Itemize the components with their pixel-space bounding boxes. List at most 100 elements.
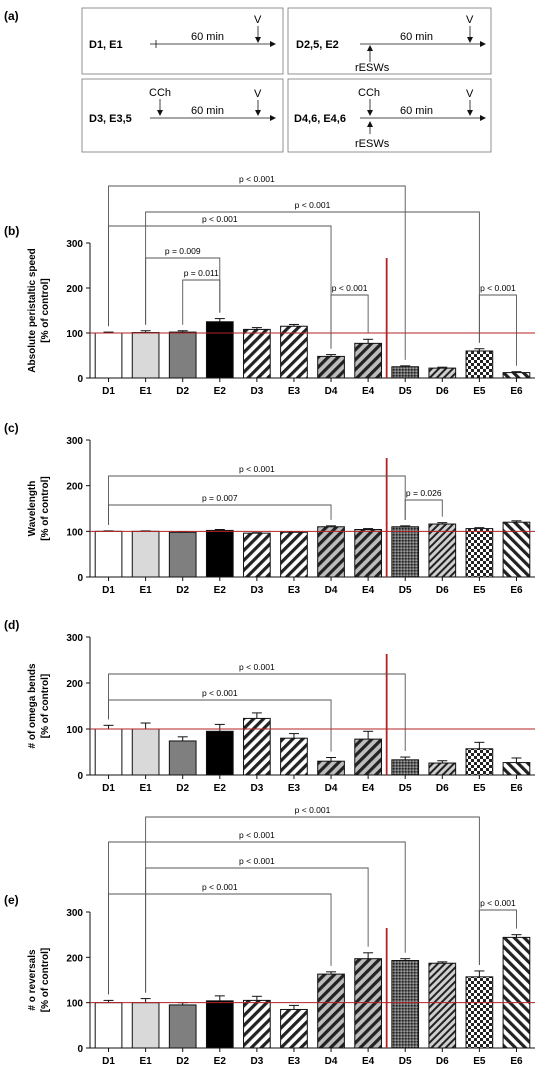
x-tick-label: E3 (288, 386, 301, 397)
x-tick-label: D6 (436, 585, 449, 596)
x-tick-label: E5 (473, 1056, 486, 1067)
y-tick-label: 0 (77, 374, 83, 385)
x-tick-label: D2 (176, 1056, 189, 1067)
bar-d4 (317, 526, 345, 578)
protocol-group-label: D1, E1 (89, 39, 123, 51)
bar-e3 (280, 1008, 308, 1049)
y-tick-label: 0 (77, 771, 83, 782)
y-tick-label: 300 (66, 436, 83, 447)
bar-e6 (502, 762, 531, 776)
protocol-resw-label: rESWs (355, 138, 390, 150)
significance-bracket (182, 279, 221, 325)
significance-bracket (478, 909, 517, 965)
bar-d5 (391, 366, 420, 379)
protocol-group-label: D4,6, E4,6 (294, 113, 346, 125)
protocol-cch-label: CCh (149, 87, 171, 99)
bar-d4 (317, 355, 345, 379)
y-axis-title: # of omega bends (27, 663, 38, 748)
y-axis-title: Absolute peristaltic speed (27, 248, 38, 372)
y-axis-subtitle: [% of control] (40, 948, 51, 1012)
x-tick-label: D4 (325, 1056, 338, 1067)
y-axis-title: Wavelength (27, 481, 38, 537)
bar-e6 (502, 521, 531, 578)
panel-a-label: (a) (4, 9, 19, 23)
x-tick-label: D5 (399, 1056, 412, 1067)
bar-d4 (317, 973, 345, 1049)
chart-panel: (c) Wavelength [% of control] 0 100 200 300 D1 E… (4, 421, 535, 596)
significance-label: p < 0.001 (239, 856, 275, 866)
bar-d1 (94, 332, 123, 379)
y-tick-label: 100 (66, 725, 83, 736)
significance-label: p = 0.007 (202, 493, 238, 503)
x-tick-label: E6 (510, 585, 523, 596)
y-axis-title: # o reversals (27, 949, 38, 1011)
significance-label: p < 0.001 (295, 200, 331, 210)
bar-d6 (428, 762, 457, 776)
panel-label: (e) (4, 893, 19, 907)
protocol-box-3: D3, E3,5 60 min CCh V (81, 78, 284, 153)
bar-d2 (168, 331, 197, 379)
significance-bracket (478, 294, 517, 366)
significance-label: p < 0.001 (202, 214, 238, 224)
significance-bracket (108, 225, 332, 349)
x-tick-label: E6 (510, 386, 523, 397)
x-tick-label: E2 (214, 386, 227, 397)
significance-label: p = 0.011 (184, 268, 219, 278)
arrowhead-icon (270, 41, 276, 47)
bar-e4 (354, 529, 382, 578)
significance-bracket (108, 673, 406, 752)
bar-e6 (502, 372, 531, 379)
bar-e5 (465, 748, 494, 776)
arrowhead-icon (480, 41, 486, 47)
y-axis-subtitle: [% of control] (40, 278, 51, 342)
significance-label: p < 0.001 (239, 174, 275, 184)
x-tick-label: D1 (102, 585, 115, 596)
resw-arrowhead-icon (367, 121, 373, 127)
significance-bracket (404, 499, 443, 520)
panel-label: (b) (4, 224, 19, 238)
significance-label: p < 0.001 (202, 882, 238, 892)
y-tick-label: 100 (66, 329, 83, 340)
y-tick-label: 200 (66, 482, 83, 493)
chart-panel: (e) # o reversals [% of control] 0 100 200 300… (4, 805, 535, 1067)
protocol-box-4: D4,6, E4,6 60 min CCh V rESWs (287, 78, 492, 153)
x-tick-label: D2 (176, 783, 189, 794)
bar-e3 (280, 737, 308, 776)
bar-d4 (317, 760, 345, 776)
bar-d2 (168, 531, 197, 578)
x-tick-label: E1 (140, 783, 153, 794)
bar-e1 (131, 1002, 160, 1049)
bar-e4 (354, 342, 382, 379)
y-tick-label: 100 (66, 999, 83, 1010)
x-tick-label: E2 (214, 783, 227, 794)
y-tick-label: 200 (66, 679, 83, 690)
bar-d1 (94, 1002, 123, 1049)
y-tick-label: 300 (66, 633, 83, 644)
bar-d3 (243, 999, 271, 1049)
x-tick-label: D6 (436, 386, 449, 397)
bar-d5 (391, 759, 420, 776)
x-tick-label: D1 (102, 1056, 115, 1067)
x-tick-label: D6 (436, 783, 449, 794)
significance-bracket (108, 893, 332, 995)
bar-d3 (243, 532, 271, 578)
bar-d5 (391, 960, 420, 1049)
protocol-group-label: D3, E3,5 (89, 113, 132, 125)
bar-d3 (243, 328, 271, 379)
y-axis-subtitle: [% of control] (40, 476, 51, 540)
x-tick-label: E6 (510, 1056, 523, 1067)
y-tick-label: 100 (66, 527, 83, 538)
bar-e2 (205, 529, 234, 578)
protocol-cch-label: CCh (358, 87, 380, 99)
x-tick-label: E1 (140, 1056, 153, 1067)
bar-e4 (354, 958, 382, 1049)
significance-label: p < 0.001 (239, 830, 275, 840)
bar-d6 (428, 367, 457, 379)
x-tick-label: D3 (250, 1056, 263, 1067)
protocol-box-1: D1, E1 60 min V (81, 7, 284, 75)
bar-d2 (168, 740, 197, 776)
x-tick-label: D3 (250, 585, 263, 596)
y-axis-subtitle: [% of control] (40, 674, 51, 738)
significance-label: p < 0.001 (295, 805, 331, 815)
